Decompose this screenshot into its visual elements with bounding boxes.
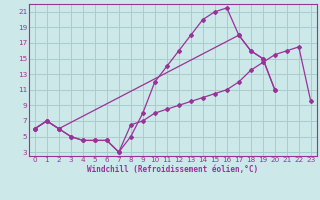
X-axis label: Windchill (Refroidissement éolien,°C): Windchill (Refroidissement éolien,°C) [87, 165, 258, 174]
